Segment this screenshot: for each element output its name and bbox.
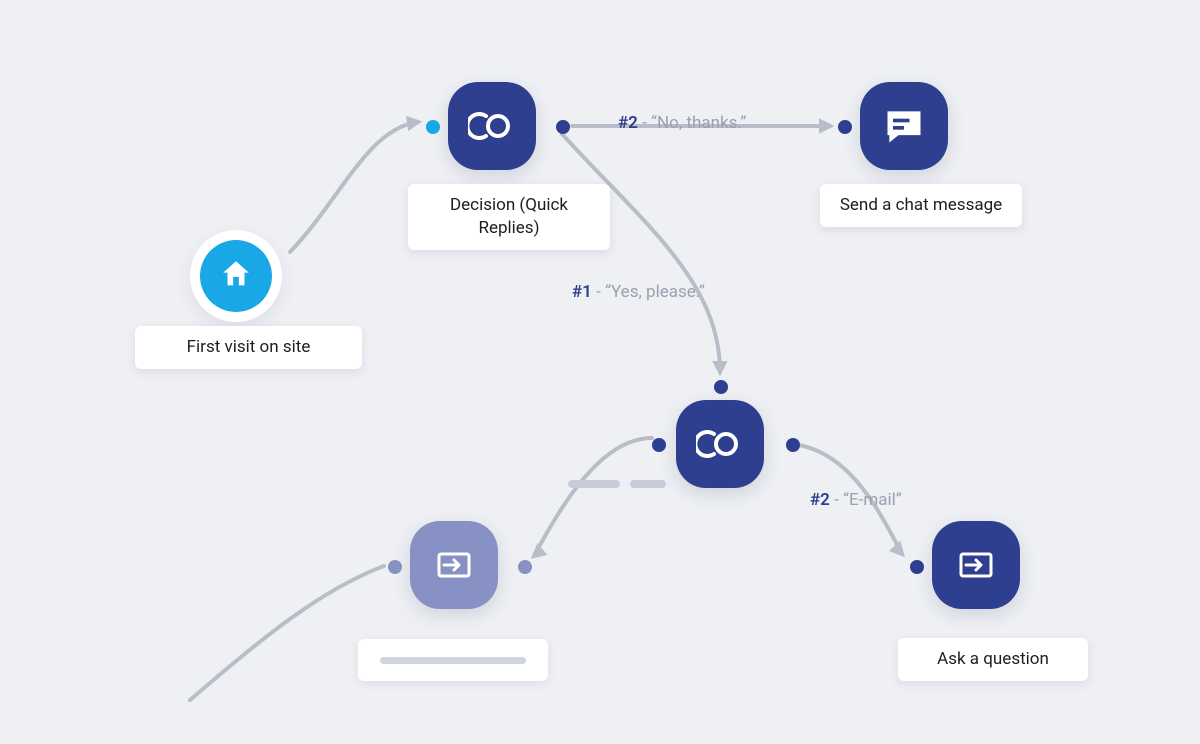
node-first-visit[interactable] (190, 230, 282, 322)
node-decision-quick-replies-label: Decision (Quick Replies) (408, 184, 610, 250)
decision-icon (448, 82, 536, 170)
port-decision1-in[interactable] (426, 120, 440, 134)
node-ask-a-question[interactable] (932, 521, 1020, 609)
port-decision1-out[interactable] (556, 120, 570, 134)
port-ask-in[interactable] (910, 560, 924, 574)
port-muted-out[interactable] (518, 560, 532, 574)
port-muted-in[interactable] (388, 560, 402, 574)
home-icon (219, 257, 253, 295)
edge-layer (0, 0, 1200, 744)
chat-icon (860, 82, 948, 170)
input-icon (932, 521, 1020, 609)
edge-label-no-thanks: #2 - “No, thanks.” (618, 113, 747, 133)
edge-label-yes-please: #1 - “Yes, please.” (572, 282, 705, 302)
node-send-chat-message[interactable] (860, 82, 948, 170)
node-first-visit-label: First visit on site (135, 326, 362, 369)
node-decision-quick-replies[interactable] (448, 82, 536, 170)
port-decision2-top[interactable] (714, 380, 728, 394)
port-decision2-left[interactable] (652, 438, 666, 452)
node-input-placeholder[interactable] (410, 521, 498, 609)
node-send-chat-message-label: Send a chat message (820, 184, 1022, 227)
skeleton-bar (568, 480, 620, 488)
node-decision-2[interactable] (676, 400, 764, 488)
decision-icon (676, 400, 764, 488)
edge-label-email: #2 - “E-mail” (810, 490, 902, 510)
node-input-placeholder-label (358, 639, 548, 681)
skeleton-bar (630, 480, 666, 488)
port-sendchat-in[interactable] (838, 120, 852, 134)
port-decision2-right[interactable] (786, 438, 800, 452)
node-ask-a-question-label: Ask a question (898, 638, 1088, 681)
input-icon (410, 521, 498, 609)
